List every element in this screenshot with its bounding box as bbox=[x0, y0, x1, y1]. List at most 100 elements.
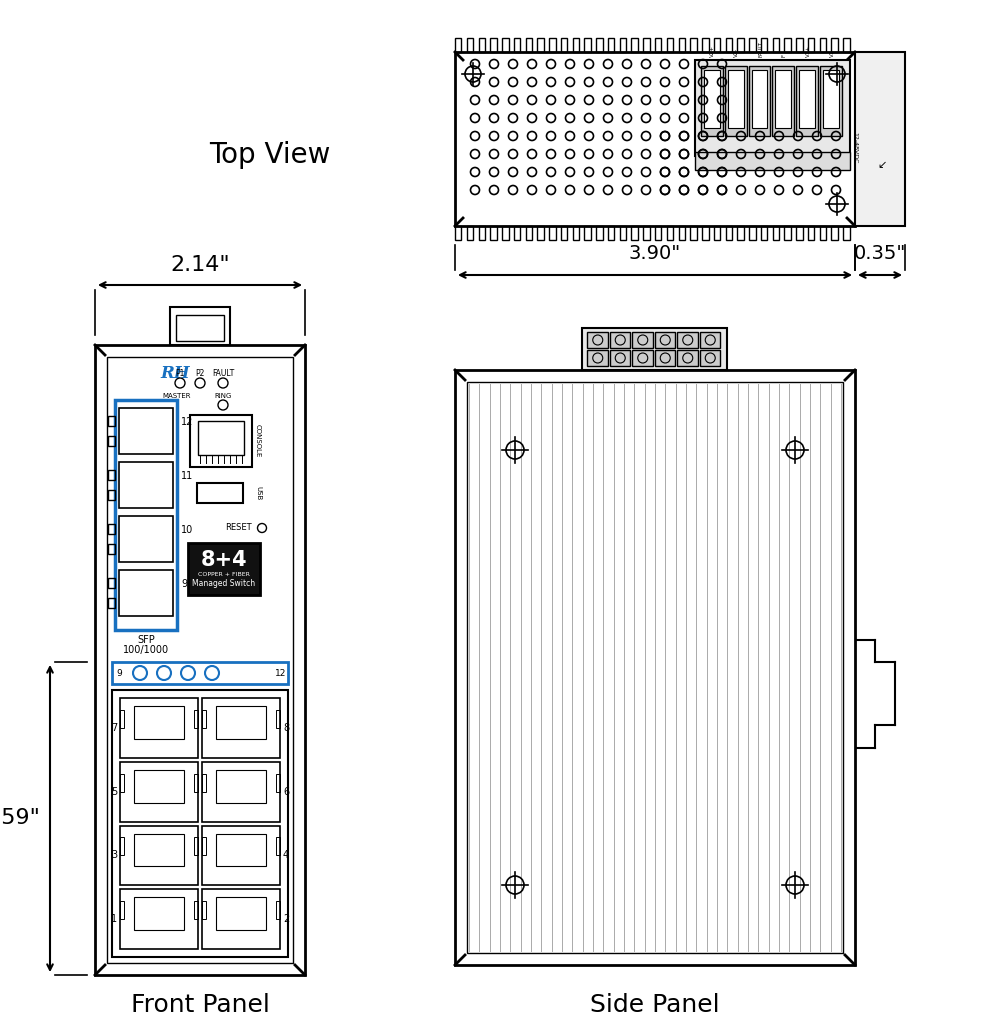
Bar bbox=[190, 415, 252, 467]
Bar bbox=[108, 544, 115, 554]
Text: 8: 8 bbox=[283, 723, 289, 733]
Bar bbox=[537, 38, 544, 52]
Bar bbox=[655, 332, 676, 348]
Bar bbox=[455, 52, 855, 226]
Bar bbox=[808, 38, 814, 52]
Bar bbox=[831, 226, 838, 240]
Text: 3.90": 3.90" bbox=[629, 244, 681, 263]
Bar bbox=[120, 825, 198, 886]
Bar bbox=[667, 226, 674, 240]
Bar bbox=[633, 332, 653, 348]
Text: 2.14": 2.14" bbox=[171, 255, 230, 275]
Text: FAULT: FAULT bbox=[212, 369, 235, 378]
Text: 11: 11 bbox=[181, 471, 194, 481]
Bar bbox=[700, 332, 721, 348]
Bar bbox=[549, 38, 556, 52]
Bar bbox=[620, 38, 626, 52]
Bar bbox=[796, 226, 802, 240]
Text: 6: 6 bbox=[283, 786, 289, 797]
Bar bbox=[702, 226, 709, 240]
Bar bbox=[561, 226, 567, 240]
Bar bbox=[726, 226, 733, 240]
Bar bbox=[120, 698, 198, 758]
Bar bbox=[478, 38, 485, 52]
Bar bbox=[108, 598, 115, 608]
Bar bbox=[585, 226, 591, 240]
Bar bbox=[701, 66, 723, 136]
Text: USB: USB bbox=[255, 485, 261, 500]
Bar bbox=[748, 66, 770, 136]
Text: F: F bbox=[781, 54, 786, 57]
Bar bbox=[188, 543, 260, 595]
Bar bbox=[679, 226, 685, 240]
Text: Top View: Top View bbox=[210, 141, 330, 169]
Bar bbox=[610, 332, 631, 348]
Bar bbox=[573, 38, 579, 52]
Bar bbox=[490, 38, 497, 52]
Bar bbox=[772, 38, 779, 52]
Bar bbox=[655, 226, 662, 240]
Bar bbox=[112, 690, 288, 957]
Text: Side Panel: Side Panel bbox=[590, 993, 720, 1017]
Bar bbox=[772, 226, 779, 240]
Bar bbox=[107, 357, 293, 963]
Text: MASTER: MASTER bbox=[163, 393, 192, 399]
Bar bbox=[738, 38, 744, 52]
Bar bbox=[667, 38, 674, 52]
Bar bbox=[134, 834, 185, 866]
Text: Managed Switch: Managed Switch bbox=[193, 580, 255, 589]
Bar bbox=[823, 70, 839, 128]
Bar bbox=[596, 226, 603, 240]
Bar bbox=[596, 38, 603, 52]
Bar bbox=[455, 226, 461, 240]
Bar bbox=[134, 897, 185, 930]
Bar bbox=[198, 421, 244, 455]
Bar bbox=[728, 70, 744, 128]
Bar bbox=[502, 226, 509, 240]
Bar bbox=[679, 38, 685, 52]
Bar bbox=[502, 38, 509, 52]
Bar bbox=[695, 60, 850, 156]
Bar bbox=[194, 774, 198, 792]
Bar bbox=[170, 307, 230, 345]
Bar bbox=[843, 38, 849, 52]
Bar bbox=[608, 38, 615, 52]
Text: COPPER + FIBER: COPPER + FIBER bbox=[198, 571, 250, 577]
Text: V1+: V1+ bbox=[805, 45, 810, 57]
Text: V2+: V2+ bbox=[711, 45, 716, 57]
Text: 3: 3 bbox=[111, 850, 117, 860]
Bar bbox=[691, 38, 697, 52]
Text: 5: 5 bbox=[111, 786, 117, 797]
Text: 100/1000: 100/1000 bbox=[123, 645, 169, 655]
Text: 7: 7 bbox=[111, 723, 117, 733]
Bar bbox=[819, 226, 826, 240]
Text: P2: P2 bbox=[196, 369, 205, 378]
Bar bbox=[120, 838, 124, 855]
Bar bbox=[714, 38, 721, 52]
Bar bbox=[760, 38, 767, 52]
Bar bbox=[455, 38, 461, 52]
Bar bbox=[808, 226, 814, 240]
Bar bbox=[583, 328, 728, 370]
Bar bbox=[714, 226, 721, 240]
Bar bbox=[738, 226, 744, 240]
Bar bbox=[632, 38, 638, 52]
Bar bbox=[549, 226, 556, 240]
Bar bbox=[197, 483, 243, 503]
Bar bbox=[108, 524, 115, 534]
Bar bbox=[775, 70, 791, 128]
Bar bbox=[704, 70, 720, 128]
Bar bbox=[120, 901, 124, 920]
Bar bbox=[749, 38, 755, 52]
Bar bbox=[119, 462, 173, 508]
Text: 0.35": 0.35" bbox=[854, 244, 906, 263]
Bar bbox=[119, 408, 173, 454]
Bar bbox=[760, 226, 767, 240]
Bar bbox=[202, 889, 280, 949]
Text: FAULT: FAULT bbox=[758, 41, 763, 57]
Bar bbox=[678, 350, 698, 366]
Text: 12: 12 bbox=[181, 417, 194, 427]
Text: SFP: SFP bbox=[137, 635, 155, 645]
Bar bbox=[702, 38, 709, 52]
Bar bbox=[216, 706, 266, 739]
